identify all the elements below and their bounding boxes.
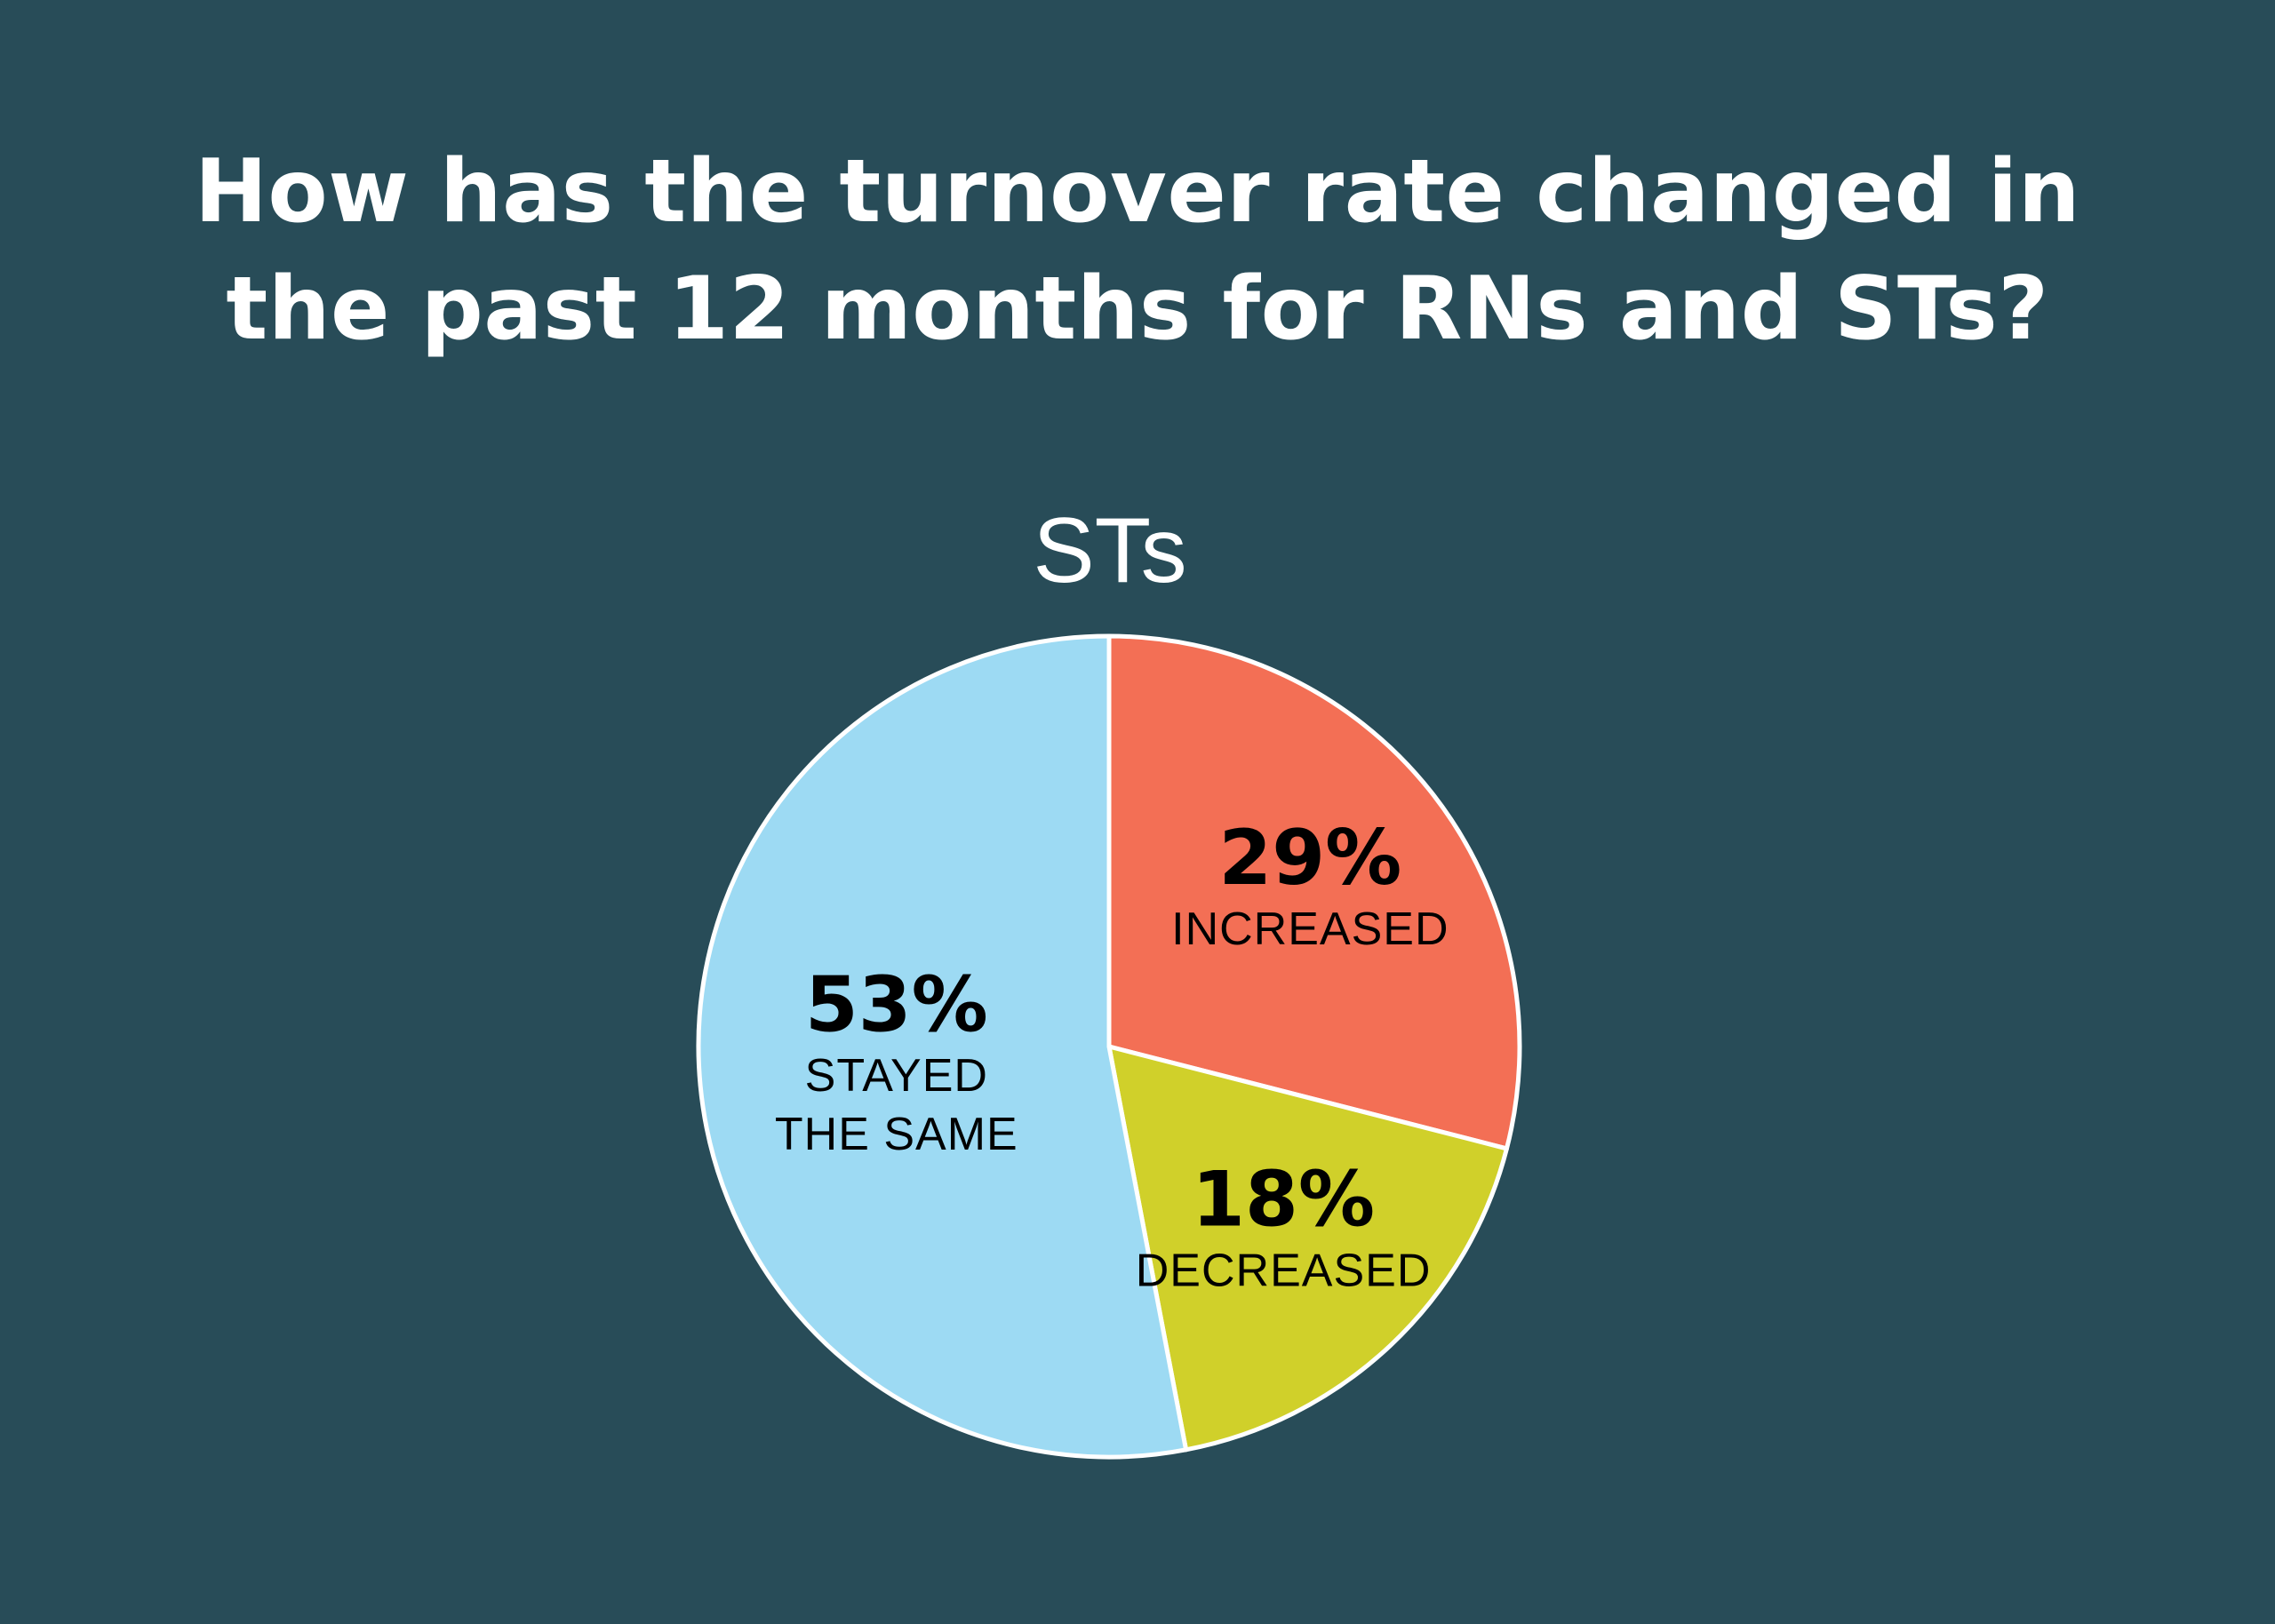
pie-slices — [696, 633, 1522, 1460]
slice-value-label: 53% — [805, 960, 988, 1049]
chart-title: STs — [1033, 499, 1187, 602]
headline-line-2: the past 12 months for RNs and STs? — [226, 259, 2049, 360]
slice-category-label: INCREASED — [1171, 904, 1449, 955]
slice-category-label: STAYED — [805, 1050, 988, 1102]
pie-slice-decreased — [1106, 1044, 1509, 1453]
headline: How has the turnover rate changed in the… — [0, 133, 2275, 368]
pie-slice-stayed-the-same — [696, 633, 1189, 1460]
slice-value-label: 18% — [1192, 1156, 1375, 1245]
pie-labels: 29%INCREASED 18%DECREASED 53%STAYED THE SAM… — [775, 814, 1449, 1296]
slice-category-label: DECREASED — [1136, 1245, 1432, 1296]
pie-slice-increased — [1106, 633, 1522, 1151]
slice-value-label: 29% — [1218, 814, 1401, 903]
headline-line-1: How has the turnover rate changed in — [194, 141, 2081, 243]
slice-category-label: THE SAME — [775, 1109, 1018, 1160]
